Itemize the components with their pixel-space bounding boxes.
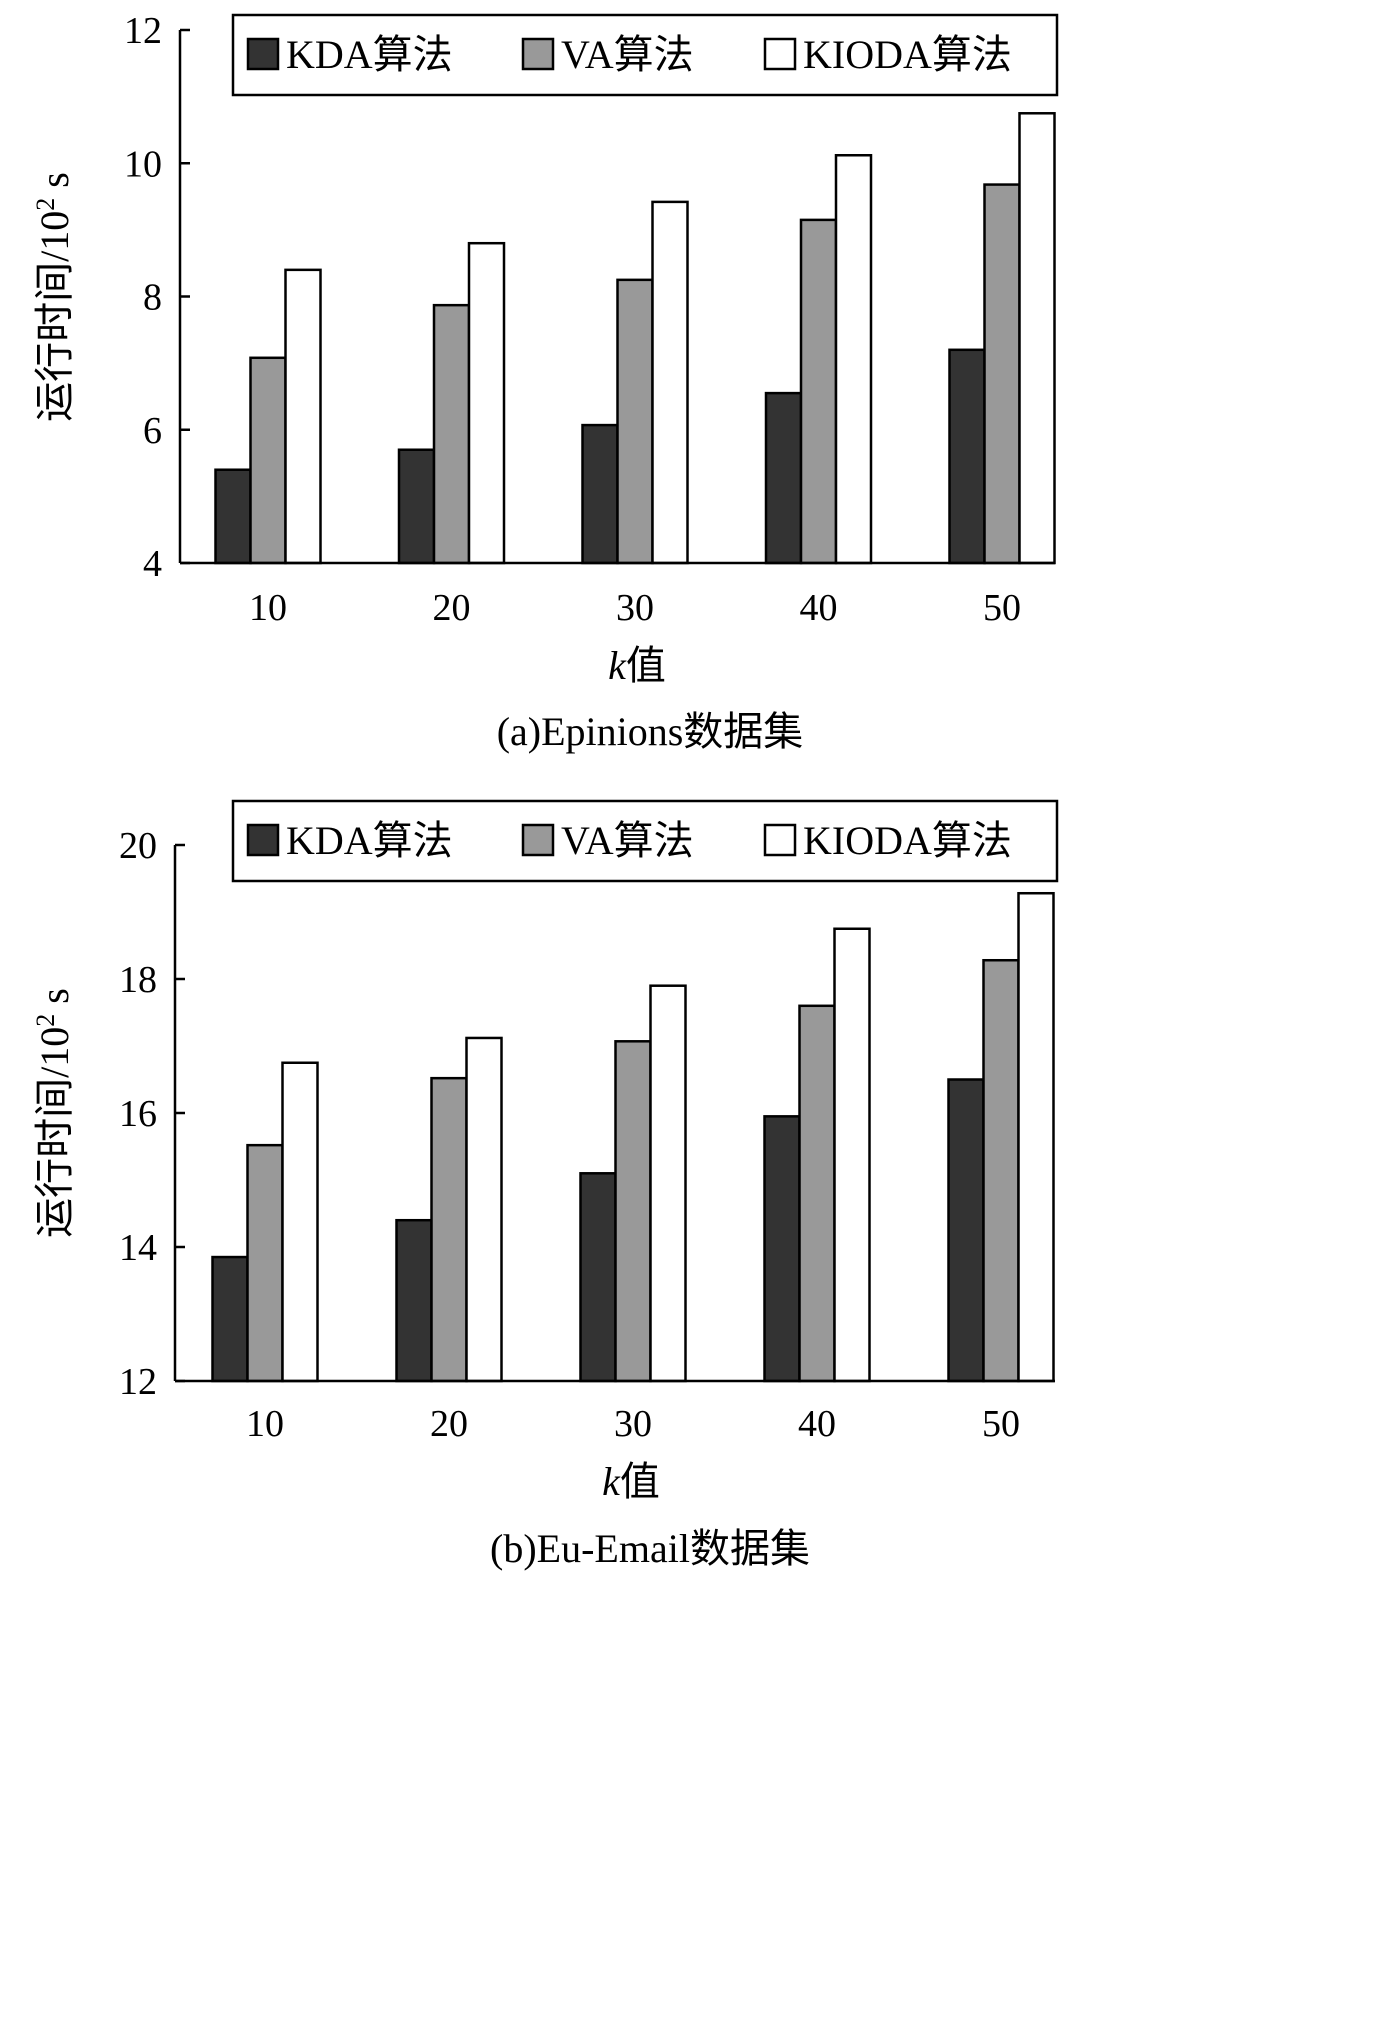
x-tick-label: 30 [614,1403,652,1445]
legend-swatch-a-2 [763,37,797,71]
bar-KDA算法-10 [211,1255,249,1383]
bar-KIODA算法-50 [1018,112,1056,565]
x-tick-label: 40 [798,1403,836,1445]
bar-KIODA算法-10 [284,268,322,565]
bars-a [214,112,1056,565]
legend-a: KDA算法 VA算法 KIODA算法 [231,13,1059,97]
y-tick-label: 18 [119,959,157,1001]
bar-KDA算法-20 [397,448,436,565]
bar-KIODA算法-30 [649,984,687,1383]
bar-KDA算法-40 [763,1115,801,1383]
bar-VA算法-50 [982,958,1020,1383]
bar-KDA算法-50 [947,1078,985,1383]
y-tick-label: 12 [119,1361,157,1403]
chart-panel-b: 12 14 16 18 20 10 20 30 40 50 KDA算法 VA算法 KIODA算法 运… [31,799,1059,1571]
bar-KIODA算法-40 [833,927,871,1383]
legend-label-b-0: KDA算法 [286,818,453,863]
legend-label-b-2: KIODA算法 [803,818,1012,863]
legend-box-b [231,799,1059,883]
y-tick-label: 4 [143,543,162,585]
caption-b: (b)Eu-Email数据集 [490,1526,810,1571]
y-axis-title-b: 运行时间/102 s [31,988,77,1238]
x-tick-label: 10 [249,587,287,629]
legend-label-b-1: VA算法 [561,818,694,863]
legend-swatch-b-0 [246,823,280,857]
y-tick-label: 20 [119,825,157,867]
y-tick-label: 14 [119,1227,157,1269]
legend-swatch-a-0 [246,37,280,71]
x-tick-label: 20 [430,1403,468,1445]
figure: 4 6 8 10 12 10 20 30 40 50 KDA算法 VA算法 KIODA算法 运行时间… [31,10,1059,1571]
bar-VA算法-20 [430,1076,468,1383]
legend-b: KDA算法 VA算法 KIODA算法 [231,799,1059,883]
bar-KDA算法-10 [214,468,252,565]
x-tick-label: 50 [983,587,1021,629]
bar-KIODA算法-30 [651,200,689,565]
y-ticks-b: 12 14 16 18 20 [119,825,185,1403]
legend-items-b: KDA算法 VA算法 KIODA算法 [246,818,1012,863]
x-axis-title-a: k值 [608,643,666,688]
bar-KDA算法-20 [395,1218,433,1383]
bar-VA算法-50 [983,183,1021,565]
bar-KIODA算法-20 [467,241,506,565]
y-tick-label: 10 [124,143,162,185]
x-tick-label: 30 [616,587,654,629]
x-ticks-b: 10 20 30 40 50 [246,1403,1020,1445]
bar-KDA算法-30 [579,1172,617,1383]
bar-KIODA算法-40 [834,154,873,565]
bar-VA算法-40 [798,1004,836,1383]
legend-label-a-2: KIODA算法 [803,32,1012,77]
x-tick-label: 50 [982,1403,1020,1445]
legend-box-a [231,13,1059,97]
y-tick-label: 16 [119,1093,157,1135]
bar-KDA算法-40 [764,391,803,565]
legend-swatch-b-2 [763,823,797,857]
x-tick-label: 20 [433,587,471,629]
x-tick-label: 40 [800,587,838,629]
y-tick-label: 12 [124,10,162,52]
legend-swatch-b-1 [521,823,555,857]
bar-VA算法-20 [432,303,471,565]
y-tick-label: 6 [143,410,162,452]
y-tick-label: 8 [143,277,162,319]
caption-a: (a)Epinions数据集 [497,709,804,754]
bar-KIODA算法-20 [465,1036,503,1383]
x-ticks-a: 10 20 30 40 50 [249,587,1021,629]
bar-KIODA算法-50 [1017,891,1055,1383]
bar-KDA算法-50 [948,348,986,565]
bar-VA算法-30 [614,1040,652,1383]
x-axis-title-b: k值 [602,1459,660,1504]
legend-swatch-a-1 [521,37,555,71]
legend-items-a: KDA算法 VA算法 KIODA算法 [246,32,1012,77]
bar-VA算法-30 [616,278,654,565]
bars-b [211,891,1055,1383]
bar-VA算法-10 [249,356,287,565]
legend-label-a-0: KDA算法 [286,32,453,77]
y-axis-title-a: 运行时间/102 s [31,172,77,422]
y-ticks-a: 4 6 8 10 12 [124,10,190,585]
bar-VA算法-40 [799,218,838,565]
bar-VA算法-10 [246,1143,284,1383]
bar-KIODA算法-10 [281,1061,319,1383]
bar-KDA算法-30 [581,423,619,565]
x-tick-label: 10 [246,1403,284,1445]
chart-panel-a: 4 6 8 10 12 10 20 30 40 50 KDA算法 VA算法 KIODA算法 运行时间… [31,10,1059,754]
legend-label-a-1: VA算法 [561,32,694,77]
